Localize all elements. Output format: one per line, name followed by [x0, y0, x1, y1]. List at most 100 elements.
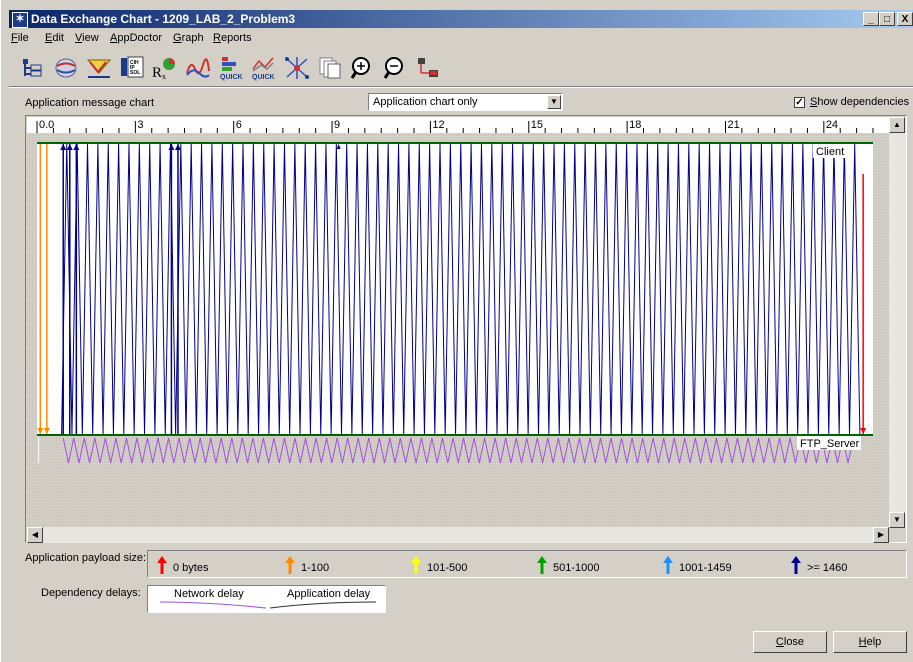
time-axis-background	[27, 117, 889, 133]
scroll-up-icon[interactable]: ▲	[889, 117, 905, 133]
payload-size-label: Application payload size:	[25, 552, 147, 564]
arrow-head	[43, 428, 50, 434]
filter-icon[interactable]	[86, 54, 112, 82]
vertical-scrollbar[interactable]: ▲ ▼	[889, 117, 906, 528]
axis-tick-label: 24	[826, 119, 838, 131]
axis-tick-label: 9	[334, 119, 340, 131]
axis-tick-label: 15	[531, 119, 543, 131]
axis-tick-label: 18	[629, 119, 641, 131]
show-dependencies-checkbox[interactable]: ✓	[794, 97, 805, 108]
chart-type-label: Application message chart	[25, 97, 155, 109]
maximize-button[interactable]: □	[879, 12, 895, 26]
show-dependencies-label[interactable]: Show dependencies	[810, 96, 910, 108]
legend-label: 501-1000	[553, 562, 600, 574]
axis-tick-label: 12	[432, 119, 444, 131]
help-button-text: elp	[866, 636, 882, 648]
svg-text:x: x	[162, 72, 166, 80]
topology-icon[interactable]	[415, 54, 441, 82]
server-label-bg	[797, 436, 861, 450]
arrow-up-icon	[157, 556, 167, 574]
menu-appdoctor[interactable]: AppDoctor	[110, 32, 162, 44]
server-tier-label: FTP_Server	[800, 438, 860, 450]
message-lines	[37, 143, 867, 435]
pages-icon[interactable]	[317, 54, 343, 82]
client-tier-label: Client	[816, 146, 844, 158]
toolbar-separator	[9, 86, 913, 88]
close-button-text: lose	[783, 636, 805, 648]
menu-file[interactable]: File	[11, 32, 29, 44]
arrow-up-icon	[411, 556, 421, 574]
legend-arrow	[285, 556, 295, 574]
legend-arrow	[411, 556, 421, 574]
app-icon: ✶	[12, 12, 28, 28]
network-icon[interactable]	[284, 54, 310, 82]
arrow-head	[37, 428, 44, 434]
network-delay-swatch	[159, 601, 267, 609]
menu-edit[interactable]: Edit	[45, 32, 64, 44]
arrow-up-icon	[285, 556, 295, 574]
zoom-in-icon[interactable]	[349, 54, 375, 82]
minimize-button[interactable]: _	[863, 12, 879, 26]
statistics-icon[interactable]: CIH IP SOL	[119, 54, 145, 82]
arrow-head	[860, 428, 867, 434]
show-dependencies-text: how dependencies	[817, 96, 910, 108]
arrow-up-icon	[537, 556, 547, 574]
svg-text:CIH: CIH	[130, 60, 139, 66]
time-axis: 0.0 3 6 9 12 15 18 21 24	[36, 119, 874, 133]
quick-graph-icon[interactable]: QUICK	[251, 54, 277, 82]
quick-bar-icon[interactable]: QUICK	[219, 54, 245, 82]
legend-label: 1001-1459	[679, 562, 732, 574]
close-button-mnemonic: C	[775, 636, 784, 648]
network-delay-label: Network delay	[174, 588, 244, 600]
menu-graph[interactable]: Graph	[173, 32, 204, 44]
zoom-out-icon[interactable]	[382, 54, 408, 82]
legend-label: 1-100	[301, 562, 330, 574]
svg-text:R: R	[152, 65, 162, 80]
horizontal-scrollbar[interactable]: ◀ ▶	[27, 527, 889, 543]
window-title: Data Exchange Chart - 1209_LAB_2_Problem…	[31, 12, 296, 26]
quick-label: QUICK	[252, 74, 275, 81]
graph-icon[interactable]	[185, 54, 211, 82]
close-window-button[interactable]: X	[897, 12, 913, 26]
scroll-right-icon[interactable]: ▶	[873, 527, 889, 543]
chevron-down-icon[interactable]: ▼	[547, 95, 561, 109]
title-bar[interactable]: ✶ Data Exchange Chart - 1209_LAB_2_Probl…	[9, 10, 913, 28]
svg-text:IP: IP	[130, 65, 135, 71]
view-select-value: Application chart only	[373, 96, 478, 108]
message-chart[interactable]: 0.0 3 6 9 12 15 18 21 24 Client FTP_Server	[27, 117, 889, 527]
legend-arrow	[157, 556, 167, 574]
legend-label: 101-500	[427, 562, 468, 574]
quick-label: QUICK	[220, 74, 243, 81]
close-button[interactable]: Close	[753, 631, 827, 653]
legend-arrow	[791, 556, 801, 574]
application-delay-swatch	[269, 601, 377, 609]
axis-tick-label: 21	[727, 119, 739, 131]
client-label-bg	[813, 144, 849, 158]
payload-legend: 0 bytes 1-100 101-500 501-1000 1001-1459 >= 1…	[147, 550, 907, 578]
view-select[interactable]: Application chart only ▼	[368, 93, 563, 111]
tree-view-icon[interactable]	[19, 54, 45, 82]
scroll-down-icon[interactable]: ▼	[889, 512, 905, 528]
legend-label: 0 bytes	[173, 562, 209, 574]
delay-legend: Network delay Application delay	[147, 585, 386, 613]
help-button-mnemonic: H	[858, 636, 867, 648]
legend-arrow	[537, 556, 547, 574]
arrow-up-icon	[663, 556, 673, 574]
help-button[interactable]: Help	[833, 631, 907, 653]
network-delay-lines	[38, 437, 854, 464]
arrow-up-icon	[791, 556, 801, 574]
scroll-left-icon[interactable]: ◀	[27, 527, 43, 543]
arrow-head	[336, 144, 341, 149]
menu-reports[interactable]: Reports	[213, 32, 252, 44]
application-delay-label: Application delay	[287, 588, 371, 600]
menu-view[interactable]: View	[75, 32, 99, 44]
svg-text:SOL: SOL	[130, 70, 140, 76]
axis-tick-label: 6	[236, 119, 242, 131]
dependency-delays-label: Dependency delays:	[41, 587, 141, 599]
network-delay-series	[62, 437, 854, 464]
legend-label: >= 1460	[807, 562, 848, 574]
protocol-icon[interactable]	[53, 54, 79, 82]
axis-tick-label: 0.0	[39, 119, 54, 131]
